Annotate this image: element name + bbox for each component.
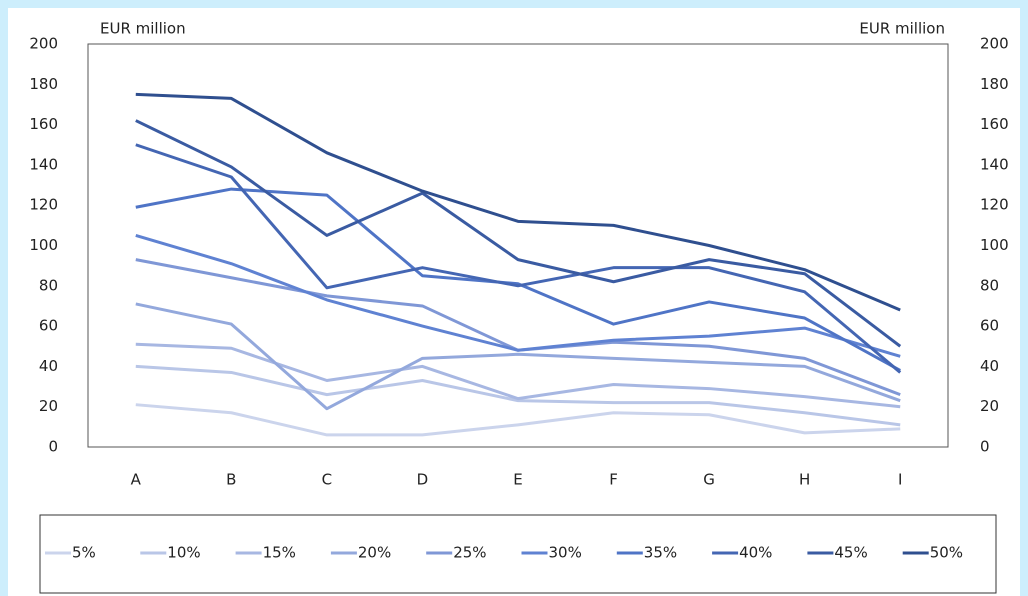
legend-label: 5% bbox=[72, 544, 96, 562]
y2-tick-label: 100 bbox=[980, 236, 1009, 254]
x-tick-label: B bbox=[226, 471, 236, 489]
y2-tick-label: 20 bbox=[980, 397, 999, 415]
x-tick-label: F bbox=[609, 471, 618, 489]
y-tick-label: 20 bbox=[39, 397, 58, 415]
y-tick-label: 80 bbox=[39, 276, 58, 294]
legend-label: 35% bbox=[644, 544, 677, 562]
y-tick-label: 100 bbox=[29, 236, 58, 254]
legend-box bbox=[39, 514, 997, 594]
series-line bbox=[135, 364, 901, 427]
y2-tick-label: 140 bbox=[980, 155, 1009, 173]
y2-tick-label: 180 bbox=[980, 75, 1009, 93]
x-tick-label: C bbox=[322, 471, 332, 489]
y-tick-label: 140 bbox=[29, 155, 58, 173]
y-tick-label: 0 bbox=[48, 438, 58, 456]
x-tick-label: E bbox=[513, 471, 522, 489]
y-tick-label: 60 bbox=[39, 317, 58, 335]
series-line bbox=[135, 143, 902, 374]
series-line bbox=[135, 342, 901, 409]
y2-tick-label: 40 bbox=[980, 357, 999, 375]
y2-axis-title: EUR million bbox=[859, 20, 945, 38]
legend-label: 10% bbox=[167, 544, 200, 562]
x-tick-label: D bbox=[417, 471, 429, 489]
legend-label: 45% bbox=[834, 544, 867, 562]
x-tick-label: I bbox=[898, 471, 902, 489]
series-line bbox=[135, 233, 901, 358]
y2-tick-label: 0 bbox=[980, 438, 990, 456]
series-line bbox=[135, 92, 901, 312]
y-tick-label: 180 bbox=[29, 75, 58, 93]
legend-label: 50% bbox=[930, 544, 963, 562]
legend-label: 20% bbox=[358, 544, 391, 562]
y-tick-label: 200 bbox=[29, 35, 58, 53]
y2-tick-label: 200 bbox=[980, 35, 1009, 53]
series-line bbox=[135, 119, 902, 348]
x-tick-label: G bbox=[703, 471, 715, 489]
y2-tick-label: 60 bbox=[980, 317, 999, 335]
y-axis-title: EUR million bbox=[100, 20, 186, 38]
y-tick-label: 160 bbox=[29, 115, 58, 133]
y-tick-label: 120 bbox=[29, 196, 58, 214]
chart-background bbox=[8, 8, 1020, 596]
y-tick-label: 40 bbox=[39, 357, 58, 375]
y2-tick-label: 80 bbox=[980, 276, 999, 294]
legend-label: 30% bbox=[549, 544, 582, 562]
legend-label: 40% bbox=[739, 544, 772, 562]
series-line bbox=[135, 302, 901, 411]
legend-label: 25% bbox=[453, 544, 486, 562]
legend-label: 15% bbox=[263, 544, 296, 562]
x-tick-label: A bbox=[131, 471, 142, 489]
x-tick-label: H bbox=[799, 471, 810, 489]
y2-tick-label: 120 bbox=[980, 196, 1009, 214]
y2-tick-label: 160 bbox=[980, 115, 1009, 133]
plot-frame bbox=[87, 43, 949, 448]
series-line bbox=[135, 403, 901, 437]
